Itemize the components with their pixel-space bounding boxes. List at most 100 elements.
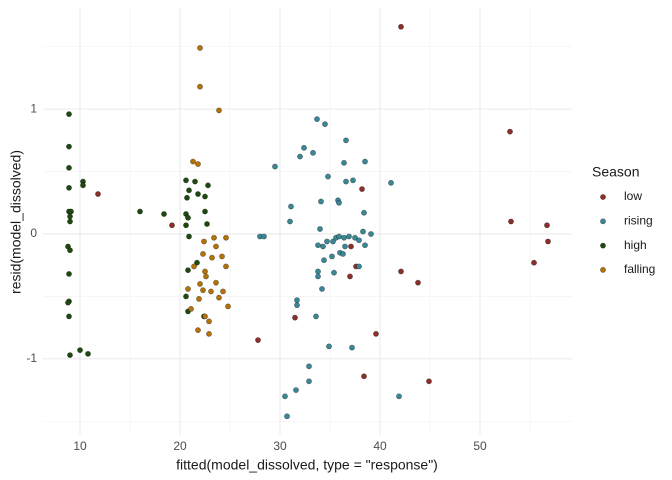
point <box>209 254 215 261</box>
point <box>65 299 71 306</box>
point <box>223 234 229 241</box>
point <box>200 287 206 294</box>
point <box>137 208 143 215</box>
point <box>194 259 200 266</box>
legend-label: low <box>624 189 642 203</box>
point <box>301 144 307 151</box>
point <box>336 233 342 240</box>
point <box>183 177 189 184</box>
point <box>185 214 191 221</box>
point <box>223 263 229 270</box>
point <box>202 208 208 215</box>
point <box>185 286 191 292</box>
point <box>398 268 404 275</box>
point <box>352 234 358 241</box>
point <box>360 228 366 235</box>
point <box>213 243 219 250</box>
point <box>294 302 300 309</box>
point <box>331 269 337 276</box>
point <box>95 191 101 197</box>
point <box>362 158 368 165</box>
legend-label: high <box>624 238 647 252</box>
point <box>315 268 321 275</box>
point <box>297 153 303 160</box>
y-tick-label: 0 <box>30 226 37 240</box>
point <box>185 267 191 274</box>
point <box>201 238 207 245</box>
point <box>294 297 300 304</box>
point <box>324 238 330 245</box>
point <box>67 213 73 220</box>
point <box>220 288 226 295</box>
x-axis-title: fitted(model_dissolved, type = "response… <box>176 457 438 473</box>
point <box>341 159 347 166</box>
point <box>508 218 514 225</box>
point <box>186 187 192 194</box>
point <box>80 182 86 189</box>
point <box>66 271 72 277</box>
point <box>356 237 362 244</box>
point <box>362 242 368 249</box>
point <box>292 314 298 321</box>
point <box>216 107 222 114</box>
point <box>361 209 367 216</box>
point <box>361 373 367 380</box>
point <box>288 203 294 210</box>
y-tick-label: 1 <box>30 101 37 115</box>
point <box>68 208 74 215</box>
point <box>206 318 212 325</box>
point <box>507 128 513 135</box>
point <box>341 234 347 241</box>
point <box>261 233 267 240</box>
x-tick-label: 20 <box>173 439 187 453</box>
point <box>66 184 72 191</box>
point <box>85 350 91 357</box>
point <box>186 233 192 240</box>
point <box>336 199 342 206</box>
point <box>330 238 336 245</box>
point <box>340 251 346 257</box>
point <box>318 198 324 205</box>
point <box>315 242 321 249</box>
point <box>314 116 320 123</box>
point <box>195 191 201 197</box>
point <box>213 279 219 286</box>
point <box>216 294 222 301</box>
x-tick-label: 30 <box>273 439 287 453</box>
point <box>202 313 208 320</box>
point <box>206 330 212 337</box>
point <box>319 286 325 292</box>
point <box>326 343 332 350</box>
x-tick-label: 50 <box>473 439 487 453</box>
point <box>343 178 349 185</box>
point <box>202 268 208 275</box>
legend-marker <box>600 266 606 273</box>
point <box>293 387 299 393</box>
point <box>347 273 353 280</box>
legend-title: Season <box>592 164 639 180</box>
point <box>313 313 319 320</box>
point <box>225 303 231 310</box>
point <box>325 173 331 180</box>
point <box>398 23 404 30</box>
point <box>306 378 312 385</box>
point <box>188 305 194 312</box>
point <box>202 193 208 200</box>
point <box>310 149 316 156</box>
point <box>195 161 201 167</box>
legend-label: falling <box>624 262 655 276</box>
point <box>342 243 348 250</box>
legend-marker <box>600 194 606 200</box>
point <box>205 182 211 189</box>
point <box>348 243 354 250</box>
legend-label: rising <box>624 213 653 227</box>
point <box>359 186 365 192</box>
point <box>192 178 198 185</box>
point <box>272 163 278 170</box>
point <box>284 413 290 420</box>
point <box>161 211 167 217</box>
point <box>329 253 335 260</box>
y-axis-title: resid(model_dissolved) <box>8 150 24 294</box>
point <box>169 222 175 229</box>
point <box>196 296 202 302</box>
